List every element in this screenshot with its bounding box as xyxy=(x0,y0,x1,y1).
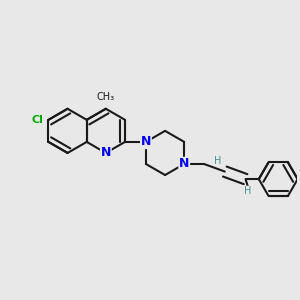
Text: CH₃: CH₃ xyxy=(97,92,115,102)
Text: N: N xyxy=(100,146,111,159)
Text: N: N xyxy=(179,158,189,170)
Text: H: H xyxy=(214,155,222,166)
Text: N: N xyxy=(141,135,151,148)
Text: H: H xyxy=(244,186,251,196)
Text: Cl: Cl xyxy=(32,115,44,125)
